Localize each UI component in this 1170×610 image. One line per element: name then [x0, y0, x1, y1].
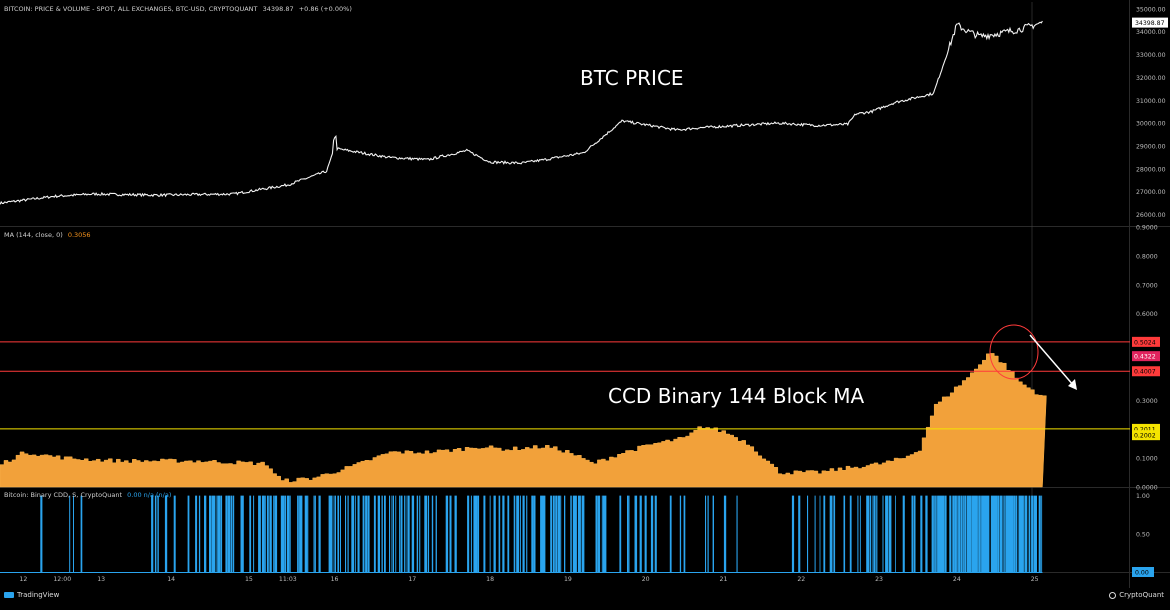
x-axis-tick: 13	[97, 576, 105, 583]
price-axis-tick: 27000.00	[1136, 189, 1166, 196]
ma-header-text: MA (144, close, 0)	[4, 231, 63, 239]
footer-bar	[0, 588, 1170, 606]
btc-price-line	[0, 20, 1043, 205]
x-axis-tick: 25	[1031, 576, 1039, 583]
down-arrow-head	[1068, 379, 1077, 390]
ma-axis-tick: 0.7000	[1136, 282, 1158, 289]
cryptoquant-text: CryptoQuant	[1119, 591, 1164, 599]
x-axis-tick: 12	[19, 576, 27, 583]
ma-extra-label: 0.2002	[1134, 433, 1156, 440]
tradingview-icon	[4, 592, 14, 598]
price-axis-tick: 34000.00	[1136, 29, 1166, 36]
ma-threshold-label: 0.2011	[1134, 426, 1156, 433]
price-axis-tick: 29000.00	[1136, 144, 1166, 151]
x-axis-tick: 24	[953, 576, 961, 583]
ma-threshold-label: 0.5024	[1134, 339, 1156, 346]
ccd-ma-annotation: CCD Binary 144 Block MA	[608, 384, 865, 408]
x-axis-tick: 11:03	[279, 576, 297, 583]
peak-circle	[989, 324, 1039, 380]
x-axis-tick: 12:00	[53, 576, 71, 583]
ma-threshold-label-box	[1132, 423, 1160, 434]
ccd-ma-area	[0, 353, 1047, 488]
cryptoquant-logo: CryptoQuant	[1109, 591, 1164, 599]
price-axis-tick: 28000.00	[1136, 166, 1166, 173]
price-header-text: BITCOIN: PRICE & VOLUME - SPOT, ALL EXCH…	[4, 5, 258, 13]
ma-axis-tick: 0.8000	[1136, 253, 1158, 260]
price-axis-tick: 35000.00	[1136, 6, 1166, 13]
ma-header-value: 0.3056	[67, 231, 91, 239]
x-axis-tick: 23	[875, 576, 883, 583]
binary-pane-header: Bitcoin: Binary CDD, S, CryptoQuant 0.00…	[4, 491, 171, 499]
x-axis-tick: 17	[408, 576, 416, 583]
ma-axis-tick: 0.3000	[1136, 398, 1158, 405]
x-axis-tick: 19	[564, 576, 572, 583]
binary-axis-tick: 1.00	[1136, 493, 1150, 500]
binary-header-value: 0.00 n/a (n/a)	[127, 491, 172, 499]
tradingview-text: TradingView	[17, 591, 60, 599]
price-axis-tick: 33000.00	[1136, 52, 1166, 59]
x-axis-tick: 15	[245, 576, 253, 583]
price-header-value: 34398.87	[262, 5, 294, 13]
x-axis-tick: 14	[167, 576, 175, 583]
binary-cdd-bars	[40, 495, 1043, 572]
ma-extra-label-box	[1132, 430, 1160, 441]
cryptoquant-icon	[1109, 591, 1117, 599]
ma-axis-tick: 0.0000	[1136, 485, 1158, 492]
btc-price-annotation: BTC PRICE	[580, 66, 684, 90]
binary-last-value-label: 0.00	[1135, 570, 1149, 577]
tradingview-logo: TradingView	[4, 591, 59, 599]
binary-header-text: Bitcoin: Binary CDD, S, CryptoQuant	[4, 491, 123, 499]
binary-last-value-box	[1132, 567, 1154, 577]
x-axis-tick: 22	[797, 576, 805, 583]
binary-axis-tick: 0.50	[1136, 531, 1150, 538]
down-arrow-shaft	[1029, 334, 1075, 387]
ma-threshold-label-box	[1132, 366, 1160, 377]
ma-axis-tick: 0.1000	[1136, 456, 1158, 463]
price-axis-tick: 32000.00	[1136, 75, 1166, 82]
price-pane-header: BITCOIN: PRICE & VOLUME - SPOT, ALL EXCH…	[4, 5, 352, 13]
ma-axis-tick: 0.6000	[1136, 311, 1158, 318]
ma-pane-header: MA (144, close, 0) 0.3056	[4, 231, 91, 239]
ma-extra-label: 0.4322	[1134, 354, 1156, 361]
ma-extra-label-box	[1132, 351, 1160, 362]
x-axis-tick: 20	[642, 576, 650, 583]
price-header-change: +0.86 (+0.00%)	[298, 5, 352, 13]
price-last-value-box	[1132, 17, 1168, 28]
ma-threshold-label: 0.4007	[1134, 369, 1156, 376]
x-axis-tick: 21	[720, 576, 728, 583]
price-axis-tick: 31000.00	[1136, 98, 1166, 105]
price-last-value-label: 34398.87	[1135, 20, 1165, 27]
x-axis-tick: 16	[331, 576, 339, 583]
price-axis-tick: 26000.00	[1136, 212, 1166, 219]
ma-threshold-label-box	[1132, 336, 1160, 347]
x-axis-tick: 18	[486, 576, 494, 583]
ma-axis-tick: 0.9000	[1136, 225, 1158, 232]
price-axis-tick: 30000.00	[1136, 121, 1166, 128]
